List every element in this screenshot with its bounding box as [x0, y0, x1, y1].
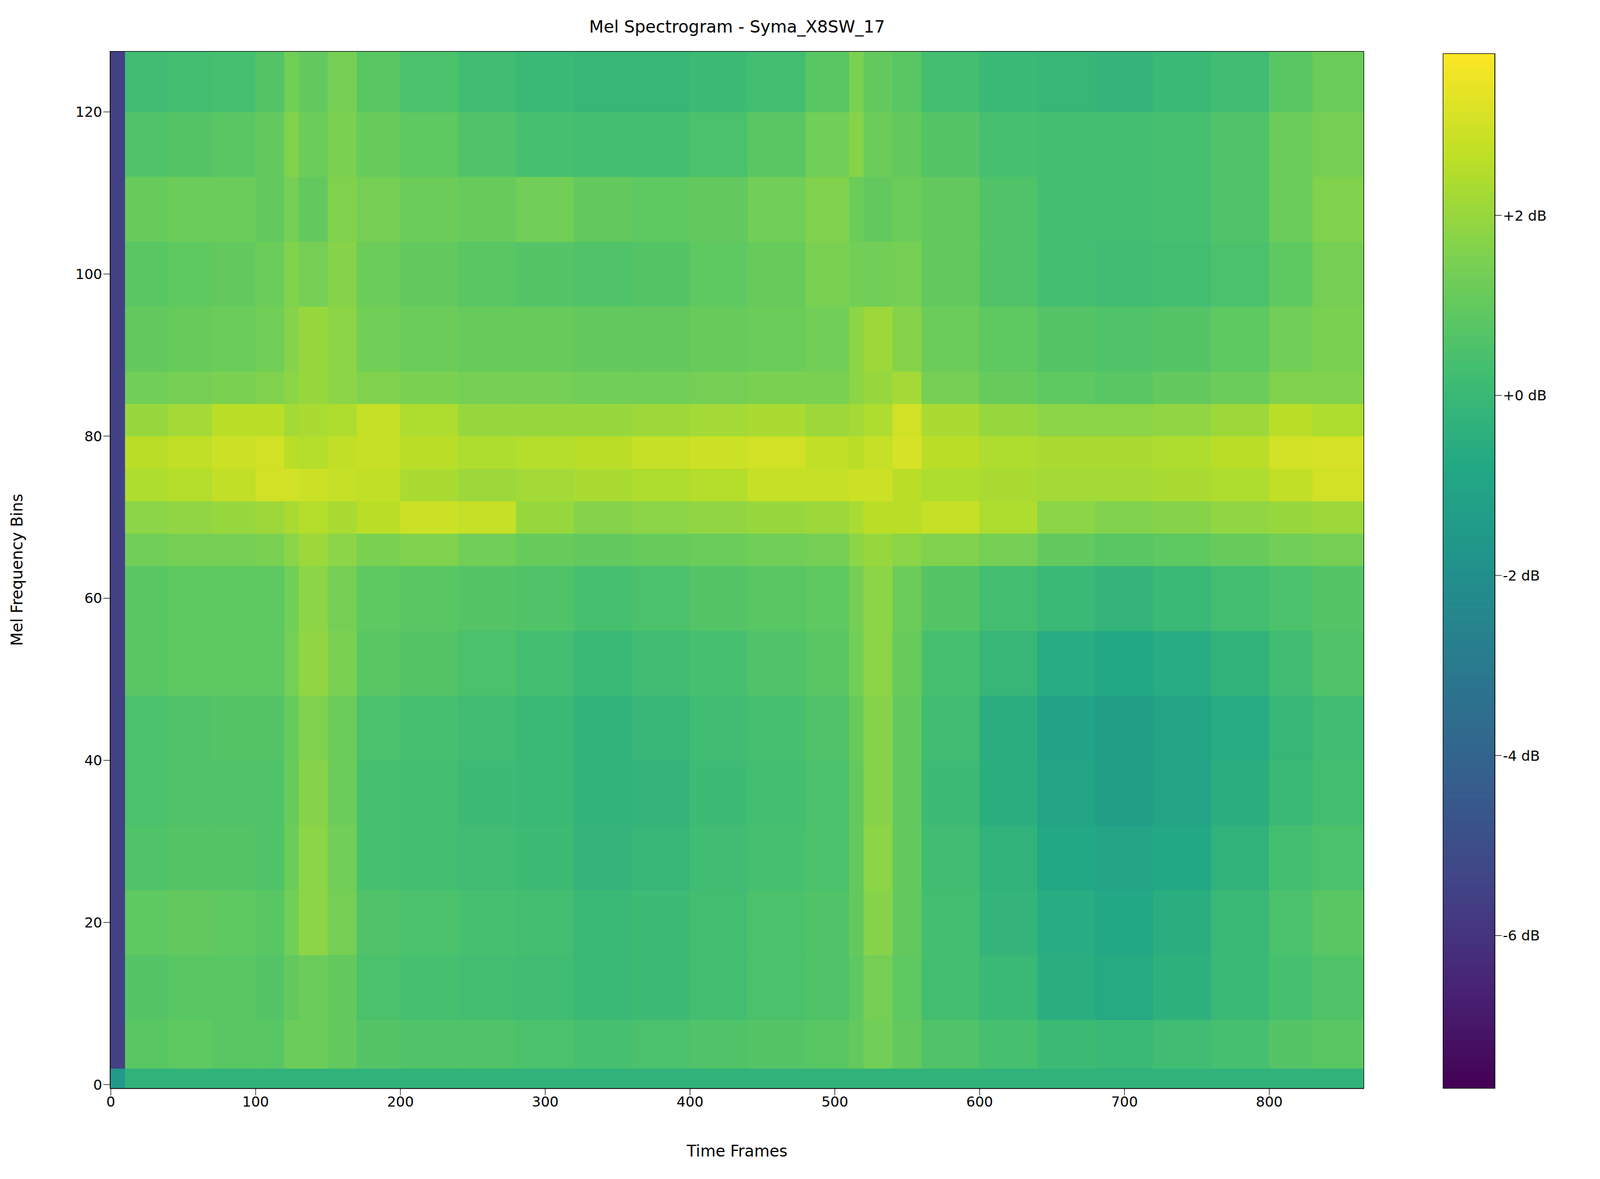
- svg-text:-2 dB: -2 dB: [1502, 567, 1540, 585]
- svg-text:0: 0: [93, 1077, 103, 1094]
- svg-text:-4 dB: -4 dB: [1502, 748, 1540, 765]
- svg-text:500: 500: [821, 1093, 849, 1111]
- svg-text:Time Frames: Time Frames: [686, 1142, 788, 1161]
- svg-text:60: 60: [84, 590, 103, 607]
- svg-text:300: 300: [531, 1093, 559, 1111]
- svg-text:+2 dB: +2 dB: [1502, 207, 1547, 225]
- svg-text:600: 600: [966, 1093, 994, 1111]
- svg-text:700: 700: [1110, 1093, 1138, 1111]
- svg-text:-6 dB: -6 dB: [1502, 927, 1540, 945]
- svg-text:Mel Frequency Bins: Mel Frequency Bins: [7, 494, 27, 647]
- svg-text:+0 dB: +0 dB: [1502, 387, 1547, 404]
- svg-text:200: 200: [386, 1093, 414, 1111]
- svg-text:800: 800: [1255, 1093, 1283, 1111]
- svg-text:80: 80: [84, 428, 103, 445]
- svg-text:40: 40: [84, 752, 103, 769]
- html-text:Mel Spectrogram - Syma_X8SW_17: Mel Spectrogram - Syma_X8SW_17: [589, 16, 886, 37]
- svg-text:100: 100: [75, 266, 103, 283]
- svg-text:100: 100: [242, 1093, 270, 1111]
- svg-text:120: 120: [75, 103, 103, 121]
- svg-text:20: 20: [84, 914, 103, 932]
- svg-text:0: 0: [106, 1093, 116, 1111]
- svg-text:400: 400: [676, 1093, 704, 1111]
